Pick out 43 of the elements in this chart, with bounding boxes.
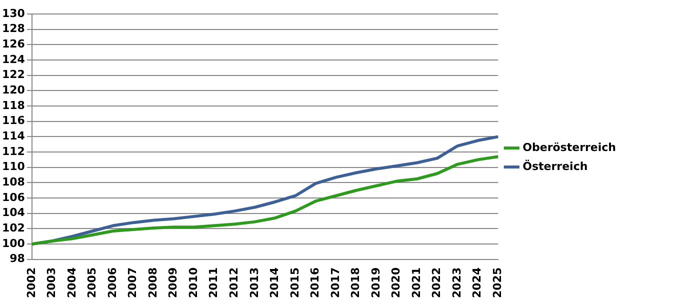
y-tick-label: 126 [2,38,26,51]
x-tick-label: 2017 [328,267,342,298]
y-tick-label: 102 [2,222,25,235]
y-tick-label: 118 [2,98,25,112]
x-tick-label: 2025 [490,267,504,298]
x-tick-label: 2015 [288,267,302,298]
y-tick-label: 108 [2,176,25,189]
x-tick-label: 2022 [430,267,444,298]
y-tick-label: 116 [2,114,26,128]
y-tick-label: 120 [2,84,26,97]
y-tick-label: 110 [2,160,26,174]
x-tick-label: 2005 [86,267,99,298]
x-tick-label: 2016 [308,267,322,298]
x-tick-label: 2013 [248,267,261,298]
x-tick-label: 2004 [65,267,78,298]
x-tick-label: 2014 [268,267,282,298]
y-tick-label: 106 [2,190,26,204]
y-tick-label: 128 [2,22,25,36]
y-tick-label: 122 [2,68,25,82]
y-tick-label: 130 [2,6,26,20]
legend-label: Österreich [522,158,588,173]
y-tick-label: 104 [2,206,26,220]
x-tick-label: 2011 [207,267,220,298]
x-tick-label: 2023 [450,267,464,298]
y-tick-label: 98 [10,252,25,266]
x-tick-label: 2021 [410,267,423,298]
x-tick-label: 2009 [166,267,180,298]
x-tick-label: 2018 [349,267,362,298]
x-tick-label: 2019 [369,267,382,298]
x-tick-label: 2008 [146,267,160,298]
y-tick-label: 114 [2,130,26,143]
x-tick-label: 2007 [126,267,140,298]
x-tick-label: 2002 [24,267,38,298]
y-tick-label: 124 [2,52,26,66]
x-tick-label: 2006 [106,267,119,298]
legend-label: Oberösterreich [522,140,616,154]
x-tick-label: 2012 [228,267,241,298]
x-tick-label: 2024 [470,267,484,298]
x-tick-label: 2010 [186,267,200,298]
x-tick-label: 2020 [390,267,403,298]
y-tick-label: 100 [2,236,26,250]
x-tick-label: 2003 [45,267,58,298]
y-tick-label: 112 [2,144,25,158]
